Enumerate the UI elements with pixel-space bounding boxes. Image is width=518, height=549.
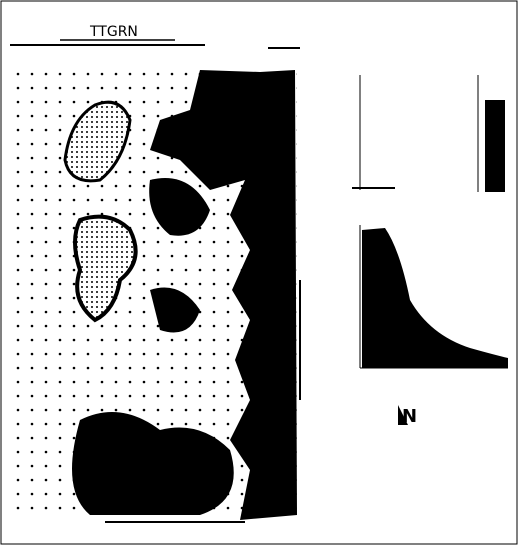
landmass xyxy=(150,70,297,520)
lake xyxy=(63,100,132,183)
inset-bar xyxy=(485,100,505,192)
north-arrow xyxy=(398,405,408,425)
map-title: TTGRN xyxy=(89,24,138,40)
landmass-south xyxy=(72,412,234,515)
island xyxy=(150,287,200,333)
north-label: N xyxy=(402,406,417,427)
inset-curve xyxy=(359,225,508,369)
map-panel xyxy=(12,65,301,523)
inset-bars xyxy=(352,75,505,192)
inset-area xyxy=(362,228,508,368)
lake xyxy=(73,214,138,323)
island xyxy=(149,178,210,236)
